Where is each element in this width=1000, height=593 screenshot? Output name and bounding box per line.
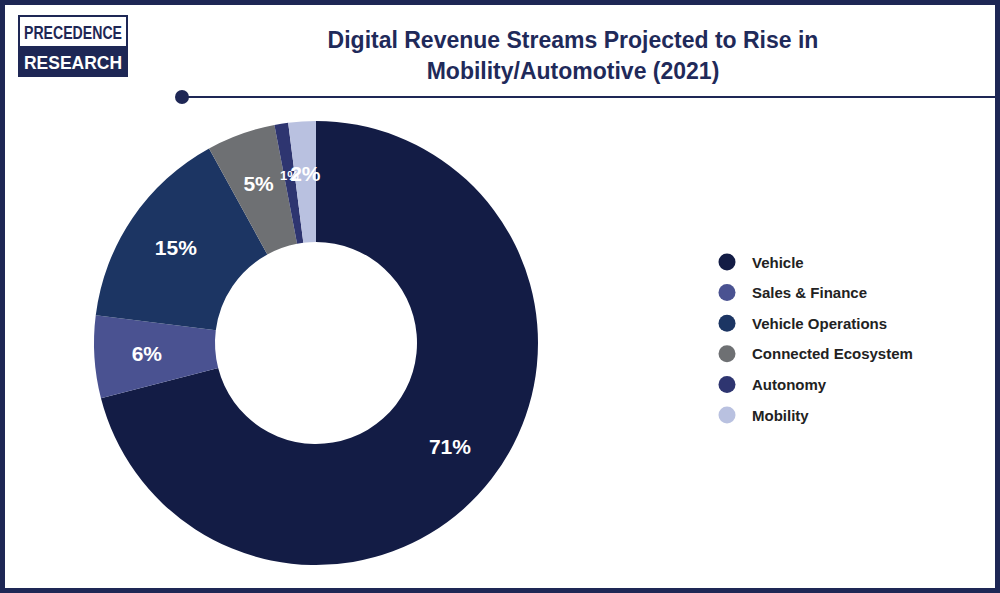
legend-item: Autonomy bbox=[719, 376, 827, 393]
data-label: 71% bbox=[429, 435, 471, 458]
legend-item: Mobility bbox=[719, 407, 810, 424]
logo-text: RESEARCH bbox=[24, 52, 122, 73]
legend-swatch bbox=[719, 407, 736, 424]
legend-item: Connected Ecosystem bbox=[719, 345, 913, 362]
legend-label: Sales & Finance bbox=[752, 284, 867, 301]
legend-swatch bbox=[719, 284, 736, 301]
legend-label: Autonomy bbox=[752, 376, 827, 393]
data-label: 6% bbox=[132, 342, 163, 365]
legend-swatch bbox=[719, 376, 736, 393]
legend-label: Vehicle bbox=[752, 254, 804, 271]
legend-item: Vehicle bbox=[719, 254, 804, 271]
legend-item: Sales & Finance bbox=[719, 284, 868, 301]
data-label: 5% bbox=[243, 172, 274, 195]
chart-title: Digital Revenue Streams Projected to Ris… bbox=[328, 27, 819, 84]
title-line: Mobility/Automotive (2021) bbox=[427, 58, 720, 84]
slices bbox=[94, 121, 538, 565]
logo-text: PRECEDENCE bbox=[24, 22, 122, 43]
title-line: Digital Revenue Streams Projected to Ris… bbox=[328, 27, 819, 53]
title-rule-dot bbox=[175, 90, 189, 104]
data-label: 2% bbox=[290, 162, 321, 185]
logo-box bbox=[19, 16, 127, 76]
data-label: 15% bbox=[155, 236, 197, 259]
legend-swatch bbox=[719, 315, 736, 332]
legend-label: Connected Ecosystem bbox=[752, 345, 913, 362]
data-labels: 71%6%15%5%1%2% bbox=[132, 162, 472, 458]
legend-swatch bbox=[719, 345, 736, 362]
logo: PRECEDENCE RESEARCH bbox=[19, 16, 127, 76]
chart-svg: PRECEDENCE RESEARCH Digital Revenue Stream… bbox=[0, 0, 1000, 593]
legend-label: Mobility bbox=[752, 407, 809, 424]
legend-item: Vehicle Operations bbox=[719, 315, 888, 332]
chart-container: PRECEDENCE RESEARCH Digital Revenue Stream… bbox=[0, 0, 1000, 593]
frame bbox=[3, 3, 998, 591]
legend: Vehicle Sales & Finance Vehicle Operations… bbox=[719, 254, 913, 424]
logo-band bbox=[19, 46, 127, 76]
legend-label: Vehicle Operations bbox=[752, 315, 887, 332]
legend-swatch bbox=[719, 254, 736, 271]
title-rule bbox=[182, 96, 1000, 98]
